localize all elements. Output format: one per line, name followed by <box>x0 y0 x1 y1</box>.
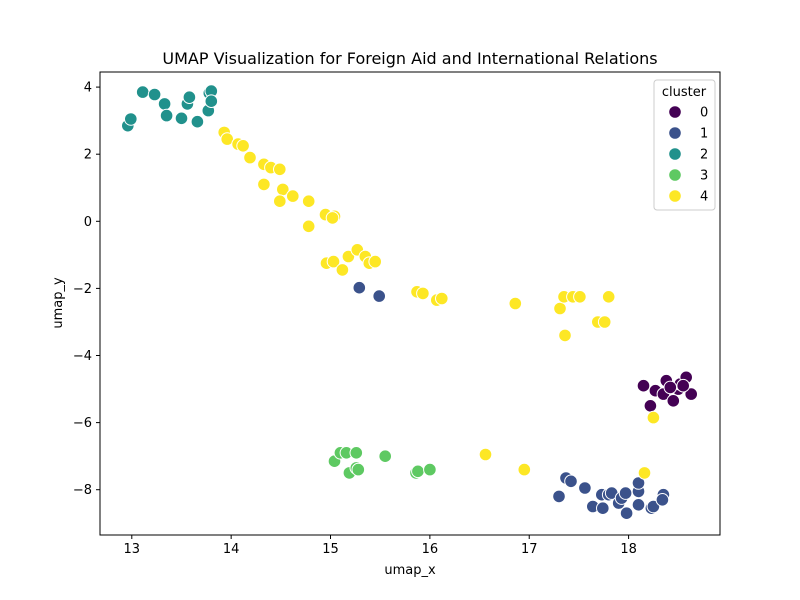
data-point-cluster-0 <box>666 394 681 408</box>
x-tick-label: 17 <box>521 542 538 557</box>
legend: cluster 0 1 2 3 4 <box>653 79 716 211</box>
data-point-cluster-1 <box>618 486 633 500</box>
data-point-cluster-2 <box>190 114 205 129</box>
legend-marker-cluster-0 <box>668 105 682 119</box>
ticks-layer: 13 14 15 16 17 18 4 2 0 −2 −4 −6 −8 <box>73 81 637 557</box>
data-point-cluster-4 <box>368 254 383 269</box>
data-point-cluster-4 <box>335 263 350 277</box>
data-point-cluster-2 <box>204 94 219 108</box>
legend-items: 0 1 2 3 4 <box>668 105 708 205</box>
data-point-cluster-4 <box>257 177 271 192</box>
data-point-cluster-2 <box>182 90 197 104</box>
data-point-cluster-2 <box>124 112 138 126</box>
plot-frame <box>99 71 721 536</box>
data-point-cluster-4 <box>273 194 287 208</box>
data-point-cluster-4 <box>637 466 652 480</box>
data-point-cluster-1 <box>655 493 670 507</box>
data-point-cluster-4 <box>597 315 612 329</box>
data-point-cluster-1 <box>352 280 367 295</box>
data-point-cluster-4 <box>325 211 340 225</box>
data-point-cluster-4 <box>517 462 532 477</box>
data-point-cluster-4 <box>273 162 287 177</box>
data-point-cluster-0 <box>676 378 691 393</box>
data-point-cluster-1 <box>596 501 610 516</box>
data-point-cluster-2 <box>135 85 150 99</box>
y-tick-label: −2 <box>73 282 92 297</box>
data-point-cluster-4 <box>286 189 300 203</box>
data-point-cluster-1 <box>646 499 661 514</box>
data-point-cluster-1 <box>631 476 646 490</box>
legend-marker-cluster-2 <box>668 147 682 161</box>
data-point-cluster-1 <box>564 474 578 489</box>
data-point-cluster-4 <box>301 194 316 208</box>
data-point-cluster-2 <box>147 87 162 102</box>
x-tick-label: 13 <box>124 542 141 557</box>
data-point-cluster-3 <box>349 446 364 460</box>
data-point-cluster-4 <box>236 139 250 153</box>
y-tick-label: −6 <box>73 416 92 431</box>
chart-title: UMAP Visualization for Foreign Aid and I… <box>162 49 657 68</box>
points-layer <box>121 84 699 521</box>
legend-label-cluster-1: 1 <box>700 127 708 142</box>
y-tick-label: −8 <box>73 483 92 498</box>
y-tick-label: −4 <box>73 349 92 364</box>
legend-label-cluster-0: 0 <box>700 106 708 121</box>
data-point-cluster-0 <box>663 380 678 395</box>
data-point-cluster-4 <box>301 219 316 234</box>
data-point-cluster-3 <box>351 462 366 477</box>
y-tick-label: 0 <box>84 215 92 230</box>
legend-marker-cluster-3 <box>668 168 682 182</box>
legend-title: cluster <box>662 85 707 100</box>
data-point-cluster-1 <box>372 289 387 303</box>
data-point-cluster-4 <box>326 254 341 269</box>
data-point-cluster-4 <box>646 410 661 425</box>
data-point-cluster-4 <box>478 447 493 462</box>
x-axis-label: umap_x <box>384 563 436 578</box>
x-tick-label: 15 <box>322 542 339 557</box>
legend-marker-cluster-4 <box>668 189 682 203</box>
data-point-cluster-1 <box>619 506 634 521</box>
legend-label-cluster-2: 2 <box>700 148 708 163</box>
data-point-cluster-1 <box>552 489 566 504</box>
x-tick-label: 16 <box>422 542 439 557</box>
data-point-cluster-4 <box>573 290 587 304</box>
legend-marker-cluster-1 <box>668 126 682 140</box>
x-tick-label: 14 <box>223 542 240 557</box>
data-point-cluster-4 <box>508 296 523 311</box>
data-point-cluster-2 <box>157 97 172 111</box>
legend-label-cluster-3: 3 <box>700 169 708 184</box>
data-point-cluster-4 <box>243 150 257 165</box>
data-point-cluster-4 <box>601 290 616 304</box>
data-point-cluster-4 <box>553 301 567 316</box>
data-point-cluster-4 <box>558 328 572 343</box>
data-point-cluster-4 <box>435 291 449 306</box>
data-point-cluster-1 <box>578 481 592 495</box>
y-tick-label: 2 <box>84 148 92 163</box>
legend-label-cluster-4: 4 <box>700 190 708 205</box>
data-point-cluster-0 <box>643 399 658 413</box>
data-point-cluster-2 <box>174 111 189 126</box>
data-point-cluster-1 <box>631 498 646 512</box>
data-point-cluster-0 <box>636 378 651 393</box>
data-point-cluster-3 <box>378 449 393 464</box>
data-point-cluster-0 <box>684 387 699 401</box>
data-point-cluster-3 <box>411 464 425 479</box>
data-point-cluster-4 <box>416 286 430 301</box>
x-tick-label: 18 <box>620 542 637 557</box>
data-point-cluster-3 <box>423 462 437 477</box>
y-tick-label: 4 <box>84 81 92 96</box>
data-point-cluster-2 <box>159 108 174 123</box>
y-axis-label: umap_y <box>51 277 66 329</box>
